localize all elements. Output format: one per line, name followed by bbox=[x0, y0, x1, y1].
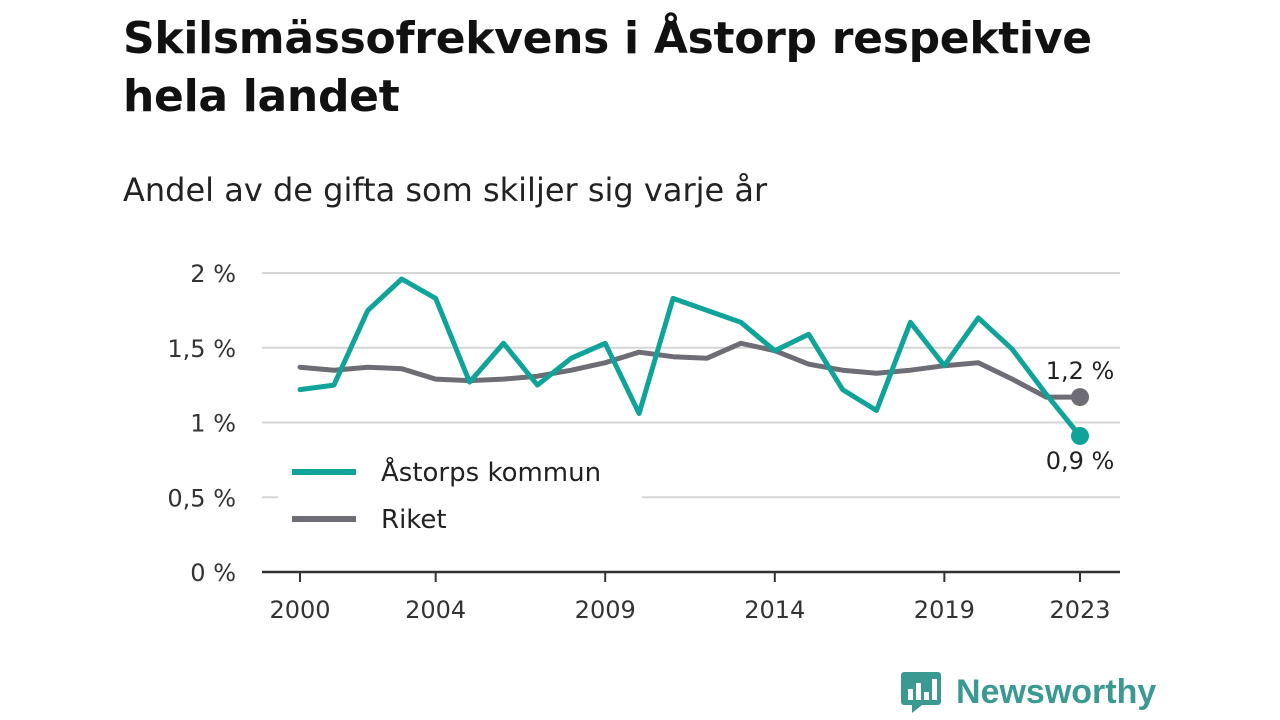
x-tick-label: 2009 bbox=[575, 596, 636, 624]
legend: Åstorps kommun Riket bbox=[278, 446, 642, 542]
end-labels: 1,2 % 0,9 % bbox=[1046, 357, 1115, 475]
y-tick-label: 0 % bbox=[190, 559, 236, 587]
x-tick-label: 2019 bbox=[914, 596, 975, 624]
x-tick-label: 2004 bbox=[405, 596, 466, 624]
legend-label-astorp: Åstorps kommun bbox=[381, 456, 601, 488]
newsworthy-logo: Newsworthy bbox=[900, 670, 1156, 714]
end-point-astorp bbox=[1071, 426, 1089, 445]
series-lines bbox=[297, 276, 1089, 445]
end-label-riket: 1,2 % bbox=[1046, 357, 1115, 385]
axes: 0 % 0,5 % 1 % 1,5 % 2 % 2000 2004 2009 2014 2019 2… bbox=[167, 260, 1120, 624]
x-tick-label: 2023 bbox=[1049, 596, 1110, 624]
legend-background bbox=[278, 446, 642, 542]
chart-title: Skilsmässofrekvens i Åstorp respektive h… bbox=[123, 13, 1092, 122]
y-tick-label: 0,5 % bbox=[167, 484, 236, 512]
chart-subtitle: Andel av de gifta som skiljer sig varje … bbox=[123, 171, 768, 209]
legend-label-riket: Riket bbox=[381, 505, 447, 535]
y-tick-label: 1 % bbox=[190, 410, 236, 438]
x-tick-label: 2014 bbox=[744, 596, 805, 624]
brand-name: Newsworthy bbox=[956, 673, 1157, 711]
end-label-astorp: 0,9 % bbox=[1046, 447, 1115, 475]
y-tick-label: 1,5 % bbox=[167, 335, 236, 363]
y-tick-label: 2 % bbox=[190, 260, 236, 288]
newsworthy-logo-icon bbox=[901, 672, 941, 713]
series-line-astorp bbox=[297, 276, 1083, 439]
end-point-riket bbox=[1071, 388, 1089, 407]
series-line-riket bbox=[297, 340, 1083, 400]
x-tick-label: 2000 bbox=[269, 596, 330, 624]
